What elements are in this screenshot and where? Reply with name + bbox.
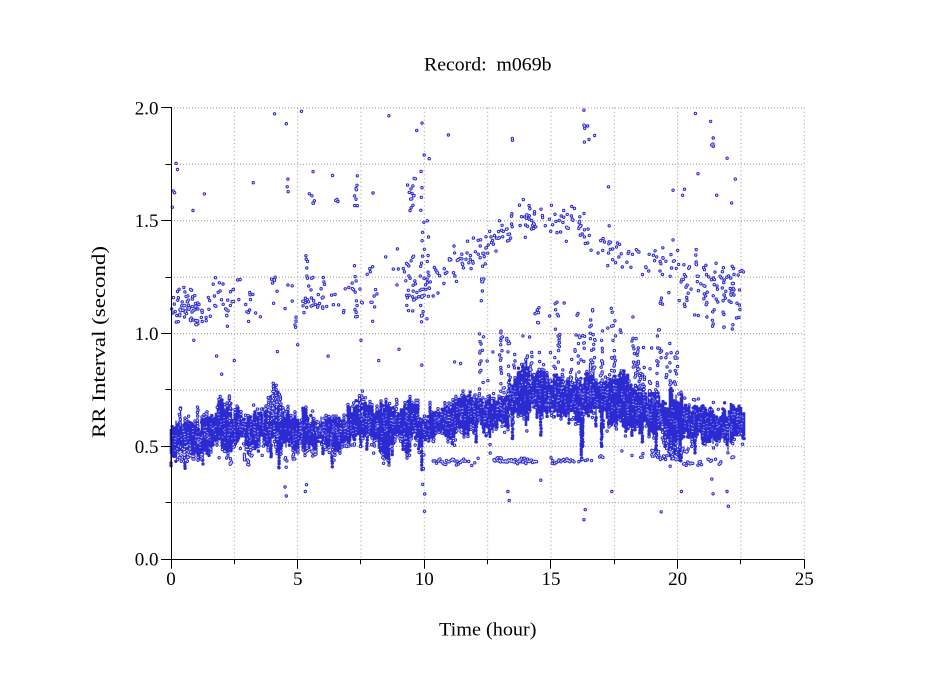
svg-text:0.0: 0.0 — [135, 550, 159, 571]
svg-text:15: 15 — [542, 569, 561, 590]
svg-text:20: 20 — [668, 569, 687, 590]
svg-text:0: 0 — [166, 569, 176, 590]
svg-text:1.0: 1.0 — [135, 324, 159, 345]
svg-text:Time (hour): Time (hour) — [439, 620, 537, 641]
svg-text:1.5: 1.5 — [135, 211, 159, 232]
svg-text:10: 10 — [415, 569, 434, 590]
svg-text:Record: m069b: Record: m069b — [424, 55, 552, 76]
svg-text:25: 25 — [795, 569, 814, 590]
svg-text:0.5: 0.5 — [135, 437, 159, 458]
svg-text:2.0: 2.0 — [135, 98, 159, 119]
svg-text:5: 5 — [293, 569, 303, 590]
svg-text:RR Interval (second): RR Interval (second) — [89, 246, 110, 438]
